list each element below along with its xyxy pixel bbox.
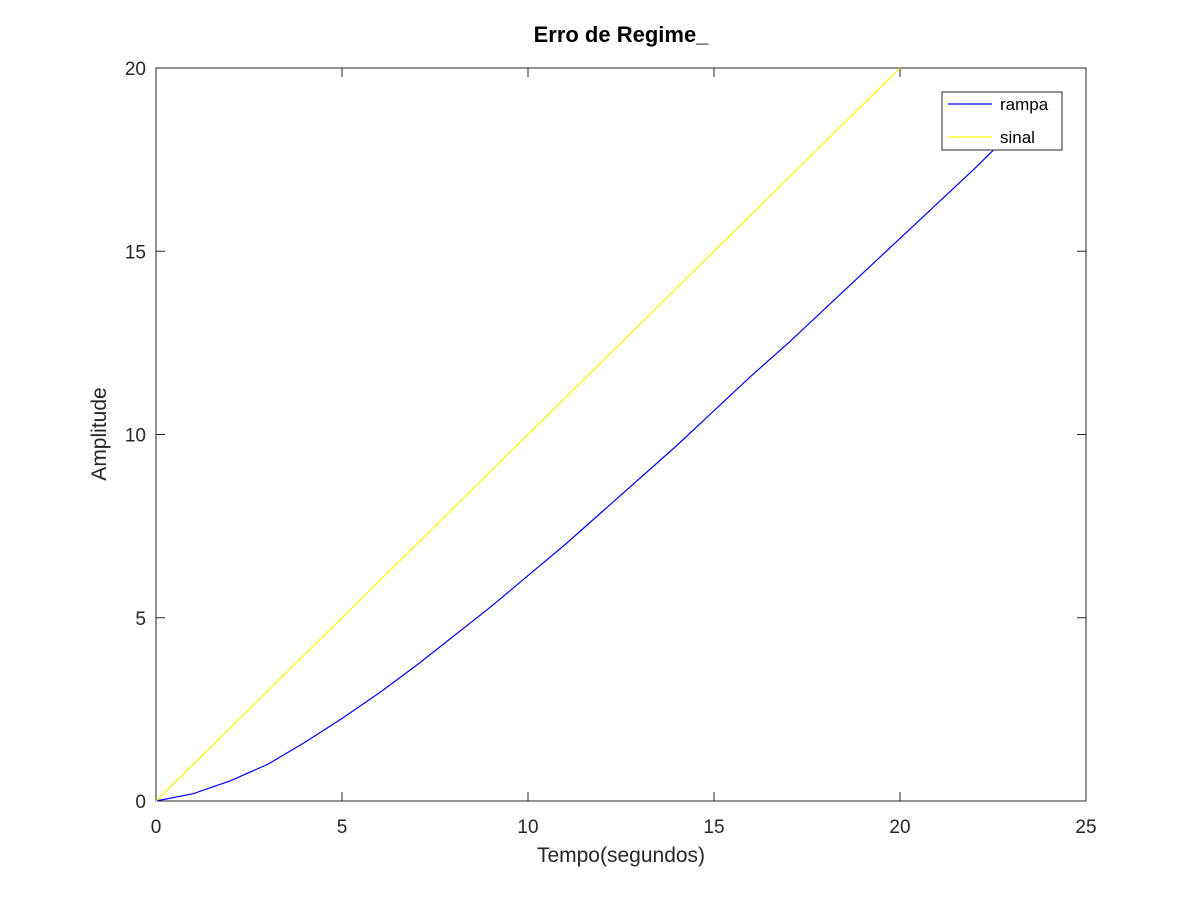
y-tick-label: 15 — [125, 242, 146, 263]
x-axis-label: Tempo(segundos) — [537, 844, 705, 867]
axis-ticks: 0 5 10 15 20 25 0 5 10 15 20 — [125, 59, 1097, 838]
series-line-sinal — [155, 67, 901, 802]
y-tick-label: 10 — [125, 426, 146, 447]
series-line-rampa — [155, 96, 1042, 802]
series-lines — [155, 67, 1042, 802]
x-tick-label: 0 — [151, 817, 162, 838]
chart-title: Erro de Regime_ — [534, 22, 710, 47]
legend-label-sinal: sinal — [1000, 128, 1035, 147]
x-tick-label: 25 — [1075, 817, 1096, 838]
y-tick-label: 0 — [135, 792, 146, 813]
y-axis-label: Amplitude — [88, 387, 111, 480]
x-tick-label: 15 — [703, 817, 724, 838]
legend: rampa sinal — [941, 91, 1063, 151]
x-tick-label: 10 — [517, 817, 538, 838]
y-tick-label: 20 — [125, 59, 146, 80]
x-tick-label: 20 — [889, 817, 910, 838]
x-tick-label: 5 — [337, 817, 348, 838]
plot-area — [155, 67, 1087, 802]
y-tick-label: 5 — [135, 609, 146, 630]
legend-label-rampa: rampa — [1000, 95, 1049, 114]
legend-box — [941, 91, 1063, 151]
